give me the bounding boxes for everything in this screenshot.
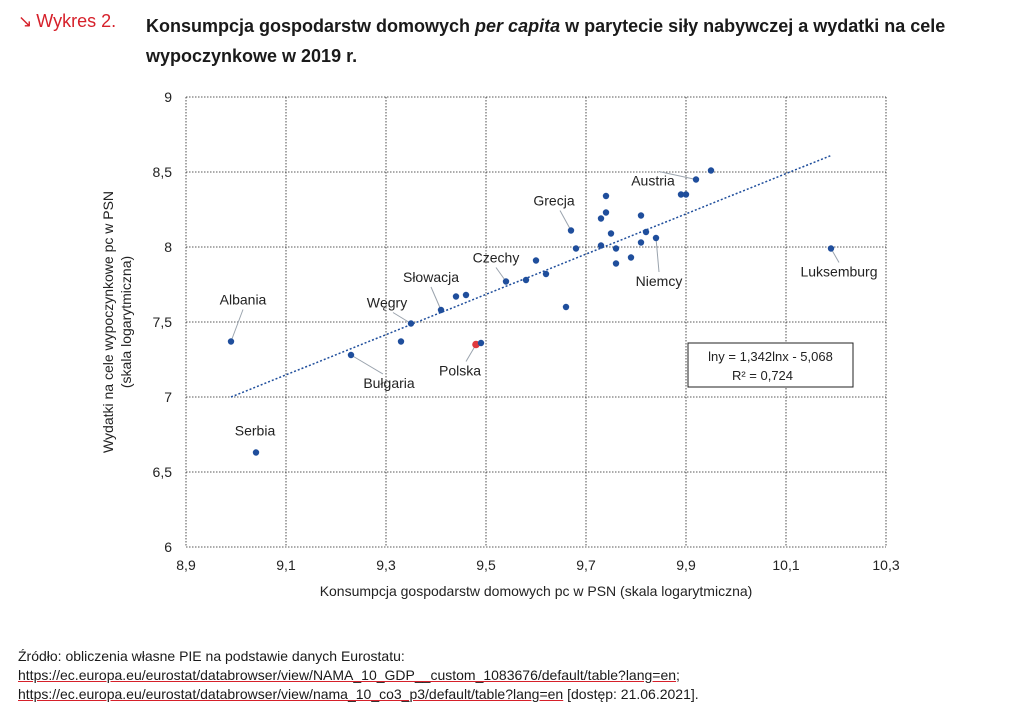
data-point xyxy=(677,191,685,198)
y-tick-label: 6,5 xyxy=(153,464,173,480)
data-point xyxy=(602,192,610,200)
y-tick-label: 6 xyxy=(164,539,172,555)
arrow-down-right-icon: ↘ xyxy=(18,12,33,31)
x-tick-label: 10,3 xyxy=(872,557,899,573)
y-tick-label: 9 xyxy=(164,89,172,105)
x-tick-label: 8,9 xyxy=(176,557,196,573)
point-label: Luksemburg xyxy=(800,264,877,280)
source-link-2[interactable]: https://ec.europa.eu/eurostat/databrowse… xyxy=(18,686,564,702)
data-point xyxy=(642,228,650,236)
data-point xyxy=(707,167,715,174)
data-point xyxy=(597,215,605,222)
y-tick-label: 7,5 xyxy=(153,314,173,330)
data-point xyxy=(542,270,550,278)
equation-r-squared: R² = 0,724 xyxy=(732,368,793,383)
data-point xyxy=(652,234,660,242)
data-point xyxy=(597,242,605,249)
x-tick-label: 9,1 xyxy=(276,557,296,573)
source-prefix: Źródło: obliczenia własne PIE na podstaw… xyxy=(18,648,405,664)
data-point xyxy=(572,245,580,252)
label-leader-line xyxy=(230,309,244,342)
data-point xyxy=(452,293,460,300)
data-point xyxy=(462,291,470,299)
data-point xyxy=(612,260,620,267)
data-point xyxy=(607,230,615,237)
data-point xyxy=(437,306,445,314)
x-tick-label: 9,7 xyxy=(576,557,596,573)
label-leader-line xyxy=(655,237,660,273)
chart-title: Konsumpcja gospodarstw domowych per capi… xyxy=(146,11,996,71)
point-label: Serbia xyxy=(235,423,276,439)
data-point xyxy=(627,254,635,261)
figure-label: ↘ Wykres 2. xyxy=(18,11,116,32)
point-label: Polska xyxy=(439,363,481,379)
data-point xyxy=(562,303,570,311)
title-part1: Konsumpcja gospodarstw domowych xyxy=(146,16,476,36)
y-tick-label: 7 xyxy=(164,389,172,405)
equation-formula: lny = 1,342lnx - 5,068 xyxy=(708,349,833,364)
point-label: Słowacja xyxy=(403,269,459,285)
y-tick-label: 8 xyxy=(164,239,172,255)
data-point xyxy=(612,245,620,252)
data-point xyxy=(827,245,835,252)
point-label: Austria xyxy=(631,173,675,189)
data-point xyxy=(347,351,355,359)
point-label: Niemcy xyxy=(636,273,683,289)
source-suffix: [dostęp: 21.06.2021]. xyxy=(563,686,699,702)
scatter-chart: 8,9 9,1 9,3 9,5 9,7 9,9 10,1 10,3 6 6,5 7 7,5 8 8,5 9 K… xyxy=(100,89,900,599)
data-point xyxy=(602,209,610,216)
source-link-1[interactable]: https://ec.europa.eu/eurostat/databrowse… xyxy=(18,667,677,683)
x-tick-label: 9,5 xyxy=(476,557,496,573)
data-point xyxy=(637,239,645,246)
point-label: Bułgaria xyxy=(363,375,415,391)
point-label: Albania xyxy=(220,292,267,308)
label-leader-line xyxy=(392,312,412,324)
source-separator: ; xyxy=(676,667,680,683)
data-point xyxy=(522,276,530,284)
label-leader-line xyxy=(350,354,384,375)
x-tick-label: 10,1 xyxy=(772,557,799,573)
label-leader-line xyxy=(430,286,442,311)
point-label: Grecja xyxy=(533,193,574,209)
point-label: Węgry xyxy=(367,295,407,311)
data-point xyxy=(407,320,415,327)
data-point xyxy=(532,257,540,264)
label-leader-line xyxy=(559,210,572,231)
y-tick-label: 8,5 xyxy=(153,164,173,180)
data-point xyxy=(477,339,485,347)
data-point xyxy=(502,278,510,285)
label-leader-line xyxy=(658,171,697,180)
x-axis-label: Konsumpcja gospodarstw domowych pc w PSN… xyxy=(320,583,753,599)
data-point xyxy=(252,449,260,456)
equation-box xyxy=(687,342,854,388)
data-point xyxy=(682,191,690,198)
data-point xyxy=(397,338,405,345)
x-tick-label: 9,3 xyxy=(376,557,396,573)
title-part2: w parytecie siły nabywczej a wydatki na … xyxy=(146,16,946,66)
data-point xyxy=(692,176,700,183)
title-italic: per capita xyxy=(475,16,561,36)
figure-number: Wykres 2. xyxy=(36,11,117,31)
data-point xyxy=(567,227,575,234)
data-point xyxy=(227,338,235,345)
y-axis-label: Wydatki na cele wypoczynkowe pc w PSN xyxy=(100,191,116,453)
data-point xyxy=(637,212,645,219)
source-note: Źródło: obliczenia własne PIE na podstaw… xyxy=(18,647,1008,704)
x-tick-label: 9,9 xyxy=(676,557,696,573)
point-label: Czechy xyxy=(473,250,520,266)
y-axis-label-note: (skala logarytmiczna) xyxy=(118,256,134,388)
